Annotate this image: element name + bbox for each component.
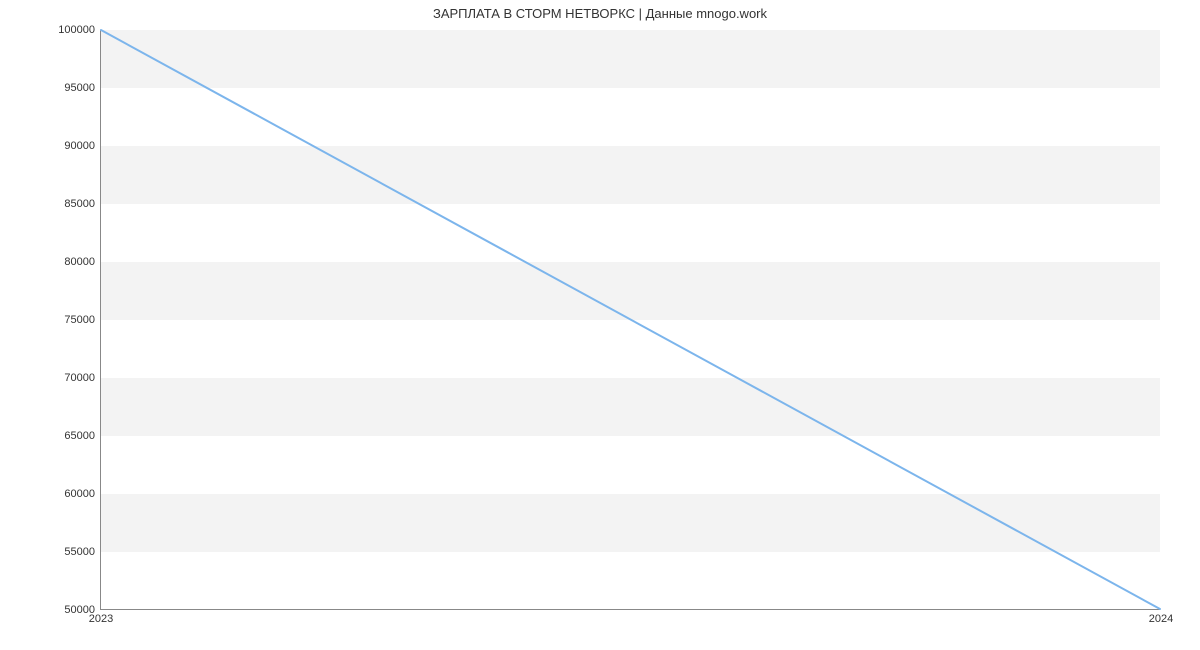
y-tick-label: 100000 [58,24,95,36]
y-tick-label: 70000 [64,372,95,384]
y-tick-label: 95000 [64,82,95,94]
series-salary [101,30,1160,609]
y-tick-label: 65000 [64,430,95,442]
chart-title: ЗАРПЛАТА В СТОРМ НЕТВОРКС | Данные mnogo… [0,6,1200,21]
x-tick-label: 2024 [1149,613,1173,625]
y-tick-label: 90000 [64,140,95,152]
y-tick-label: 55000 [64,546,95,558]
plot-area: 5000055000600006500070000750008000085000… [100,30,1160,610]
y-tick-label: 80000 [64,256,95,268]
y-tick-label: 60000 [64,488,95,500]
y-tick-label: 75000 [64,314,95,326]
series-layer [101,30,1160,609]
y-tick-label: 85000 [64,198,95,210]
x-tick-label: 2023 [89,613,113,625]
salary-line-chart: ЗАРПЛАТА В СТОРМ НЕТВОРКС | Данные mnogo… [0,0,1200,650]
